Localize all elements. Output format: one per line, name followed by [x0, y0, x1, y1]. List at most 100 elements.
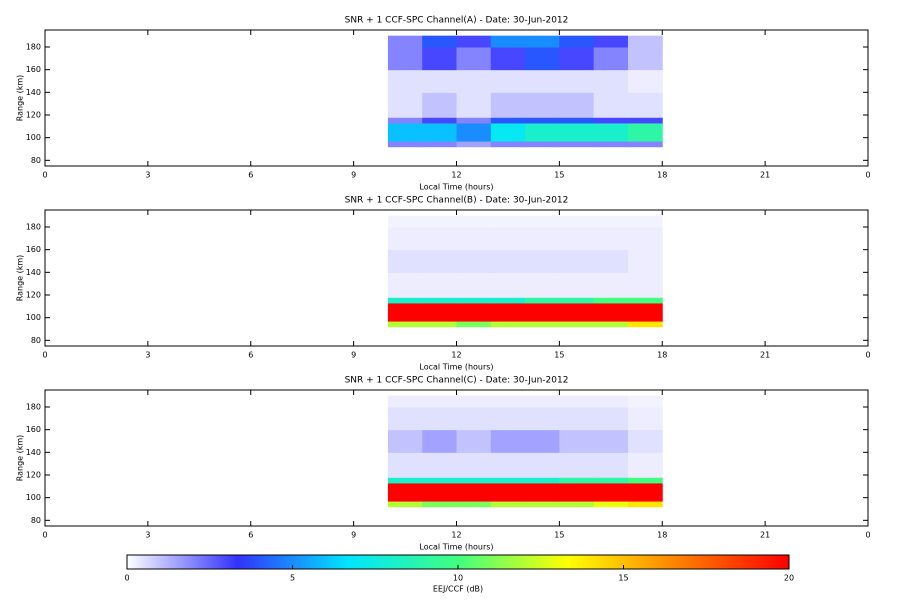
- heatmap-cell: [490, 141, 526, 148]
- heatmap-cell: [456, 302, 492, 322]
- heatmap-cell: [456, 501, 492, 508]
- y-axis-label: Range (km): [16, 75, 25, 122]
- heatmap-cell: [627, 69, 663, 93]
- heatmap-cell: [422, 321, 457, 328]
- heatmap-cell: [456, 452, 492, 478]
- y-tick-label: 160: [26, 245, 41, 254]
- heatmap-cell: [627, 272, 663, 298]
- heatmap-cell: [559, 452, 595, 478]
- heatmap-cell: [559, 429, 595, 453]
- heatmap-cell: [525, 477, 560, 484]
- heatmap-cell: [456, 69, 492, 93]
- heatmap-cell: [525, 122, 560, 142]
- heatmap-cell: [627, 302, 663, 322]
- heatmap-cell: [627, 452, 663, 478]
- heatmap-cell: [525, 35, 560, 48]
- heatmap-cell: [627, 92, 663, 118]
- y-tick-label: 120: [26, 111, 41, 120]
- heatmap-cell: [387, 117, 423, 124]
- y-axis-label: Range (km): [16, 255, 25, 302]
- x-tick-label: 6: [248, 531, 253, 540]
- chart-title: SNR + 1 CCF-SPC Channel(A) - Date: 30-Ju…: [345, 16, 569, 26]
- heatmap-cell: [525, 452, 560, 478]
- heatmap-cell: [559, 122, 595, 142]
- heatmap-cell: [387, 122, 423, 142]
- heatmap-cell: [627, 47, 663, 71]
- y-tick-label: 80: [31, 516, 41, 525]
- x-tick-label: 6: [248, 171, 253, 180]
- heatmap-cell: [525, 395, 560, 408]
- heatmap-cell: [490, 35, 526, 48]
- x-tick-label: 12: [451, 531, 461, 540]
- heatmap-cell: [422, 429, 457, 453]
- y-tick-label: 100: [26, 493, 41, 502]
- heatmap-cell: [490, 302, 526, 322]
- heatmap-cell: [559, 501, 595, 508]
- y-tick-label: 120: [26, 471, 41, 480]
- heatmap-cell: [490, 227, 526, 251]
- heatmap-cell: [490, 122, 526, 142]
- heatmap-cell: [525, 482, 560, 502]
- heatmap-cell: [422, 215, 457, 228]
- heatmap-cell: [490, 47, 526, 71]
- heatmap-cell: [627, 407, 663, 431]
- heatmap-cell: [387, 302, 423, 322]
- colorbar-label: EEJ/CCF (dB): [433, 585, 483, 594]
- heatmap-cell: [490, 477, 526, 484]
- heatmap-cell: [387, 227, 423, 251]
- heatmap-cell: [525, 141, 560, 148]
- heatmap-cell: [593, 92, 629, 118]
- heatmap-cell: [422, 501, 457, 508]
- heatmap-cell: [559, 482, 595, 502]
- heatmap-cell: [490, 501, 526, 508]
- heatmap-cell: [422, 272, 457, 298]
- x-axis-label: Local Time (hours): [419, 543, 493, 552]
- chart-title: SNR + 1 CCF-SPC Channel(B) - Date: 30-Ju…: [345, 196, 569, 206]
- heatmap-cell: [387, 272, 423, 298]
- x-tick-label: 3: [145, 531, 150, 540]
- x-tick-label: 18: [657, 171, 667, 180]
- heatmap-cell: [387, 501, 423, 508]
- x-tick-label: 9: [351, 171, 356, 180]
- x-tick-label: 0: [42, 531, 47, 540]
- heatmap-cell: [559, 302, 595, 322]
- heatmap-cell: [422, 47, 457, 71]
- heatmap-cell: [387, 395, 423, 408]
- heatmap-cell: [627, 141, 663, 148]
- heatmap-cell: [525, 407, 560, 431]
- y-tick-label: 100: [26, 313, 41, 322]
- heatmap-cell: [387, 92, 423, 118]
- x-tick-label: 0: [865, 531, 870, 540]
- heatmap-cell: [559, 92, 595, 118]
- heatmap-cell: [593, 501, 629, 508]
- heatmap-cell: [593, 69, 629, 93]
- heatmap-cell: [627, 501, 663, 508]
- heatmap-cell: [559, 297, 595, 304]
- heatmap-cell: [456, 321, 492, 328]
- heatmap-cell: [593, 302, 629, 322]
- heatmap-cell: [422, 452, 457, 478]
- heatmap-cell: [422, 407, 457, 431]
- heatmap-cell: [456, 297, 492, 304]
- x-tick-label: 9: [351, 351, 356, 360]
- heatmap-cell: [387, 297, 423, 304]
- x-tick-label: 0: [865, 351, 870, 360]
- y-tick-label: 180: [26, 223, 41, 232]
- x-tick-label: 21: [760, 171, 770, 180]
- colorbar-tick-label: 5: [290, 574, 295, 583]
- heatmap-cell: [456, 92, 492, 118]
- x-tick-label: 15: [554, 351, 564, 360]
- y-tick-label: 140: [26, 88, 41, 97]
- colorbar-tick-label: 10: [453, 574, 463, 583]
- heatmap-cell: [559, 321, 595, 328]
- heatmap-cell: [559, 477, 595, 484]
- heatmap-cell: [387, 482, 423, 502]
- x-tick-label: 21: [760, 531, 770, 540]
- heatmap-cell: [490, 321, 526, 328]
- heatmap-cell: [627, 297, 663, 304]
- heatmap-cell: [456, 215, 492, 228]
- x-tick-label: 12: [451, 171, 461, 180]
- heatmap-cell: [422, 69, 457, 93]
- heatmap-cell: [593, 477, 629, 484]
